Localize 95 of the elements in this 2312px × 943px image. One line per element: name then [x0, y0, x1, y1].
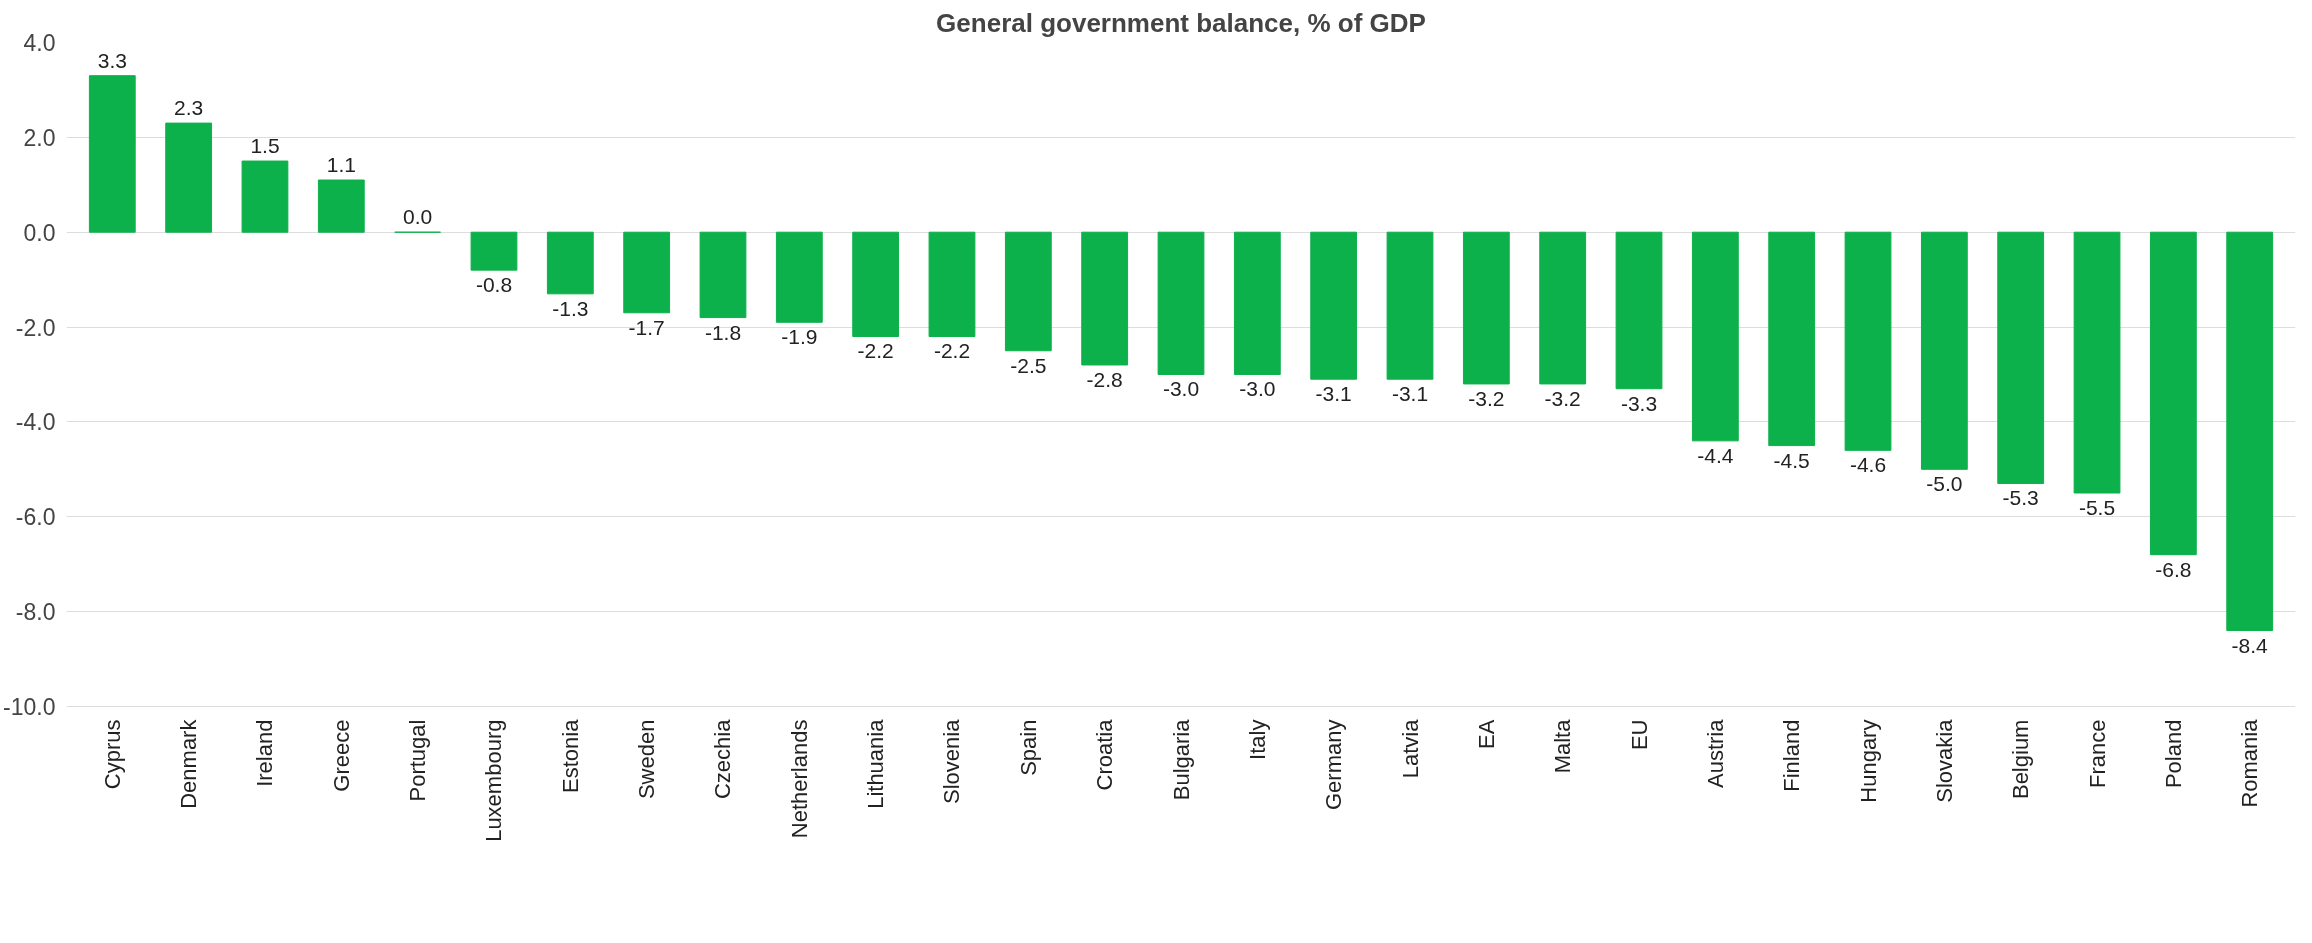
- bar: [1768, 231, 1816, 447]
- bar: [852, 231, 900, 338]
- y-tick-label: -8.0: [15, 599, 56, 626]
- x-tick-label: Denmark: [176, 718, 202, 809]
- x-tick-label: Italy: [1244, 719, 1270, 760]
- y-tick-label: 2.0: [23, 124, 56, 151]
- x-tick-label: Ireland: [252, 719, 278, 787]
- data-label: -4.6: [1849, 453, 1887, 477]
- data-label: -5.0: [1926, 472, 1963, 496]
- data-label: -5.3: [2002, 486, 2039, 510]
- x-tick-label: Bulgaria: [1168, 718, 1194, 801]
- data-label: -2.5: [1010, 353, 1047, 377]
- data-label: -3.2: [1544, 386, 1581, 410]
- bar: [1844, 231, 1892, 451]
- bar: [699, 231, 747, 319]
- bar: [1233, 231, 1281, 375]
- bar: [2226, 231, 2274, 632]
- bar: [1691, 231, 1739, 442]
- data-label: -0.8: [475, 273, 513, 297]
- data-label: -5.5: [2078, 495, 2116, 519]
- x-tick-label: Estonia: [557, 718, 583, 793]
- bar: [928, 231, 976, 338]
- bar: [775, 231, 823, 323]
- x-tick-label: Slovenia: [939, 718, 965, 804]
- y-tick-label: 0.0: [23, 219, 56, 246]
- y-tick-label: -2.0: [15, 314, 56, 341]
- data-label: -1.7: [628, 315, 665, 339]
- bar: [1004, 231, 1052, 352]
- bar: [165, 122, 213, 233]
- chart-title: General government balance, % of GDP: [936, 7, 1426, 38]
- x-tick-label: Lithuania: [863, 718, 889, 809]
- bar: [88, 75, 136, 233]
- data-label: -3.0: [1162, 377, 1200, 401]
- x-tick-label: Luxembourg: [481, 719, 507, 842]
- data-label: 1.1: [326, 153, 356, 177]
- data-label: -3.2: [1468, 386, 1505, 410]
- bar: [470, 231, 518, 271]
- bar: [623, 231, 671, 314]
- bar: [546, 231, 594, 295]
- bar: [317, 179, 365, 233]
- data-label: -3.3: [1620, 391, 1658, 415]
- x-tick-label: Romania: [2237, 718, 2263, 808]
- y-tick-label: 4.0: [23, 30, 56, 56]
- x-tick-label: Malta: [1550, 718, 1576, 774]
- x-tick-label: Czechia: [710, 718, 736, 800]
- x-tick-label: Slovakia: [1931, 718, 1957, 803]
- x-tick-label: Sweden: [634, 719, 660, 800]
- x-tick-label: EA: [1473, 719, 1499, 749]
- x-tick-label: Cyprus: [99, 719, 125, 790]
- data-label: -2.2: [933, 339, 971, 363]
- x-tick-label: Austria: [1702, 718, 1728, 789]
- x-tick-label: Latvia: [1397, 718, 1423, 779]
- x-tick-label: Croatia: [1092, 718, 1118, 791]
- bar: [1081, 231, 1129, 366]
- bar: [2149, 231, 2197, 556]
- x-tick-label: Finland: [1779, 719, 1805, 792]
- data-label: 3.3: [97, 48, 127, 72]
- x-tick-label: EU: [1626, 719, 1652, 751]
- data-label: -4.4: [1697, 443, 1734, 467]
- x-tick-label: Netherlands: [786, 719, 812, 839]
- data-label: -3.1: [1391, 382, 1429, 406]
- data-label: -3.1: [1315, 382, 1352, 406]
- data-label: -1.8: [704, 320, 742, 344]
- data-label: -4.5: [1773, 448, 1810, 472]
- x-tick-label: Spain: [1015, 719, 1041, 776]
- bar: [1615, 231, 1663, 390]
- x-tick-label: France: [2084, 719, 2110, 789]
- bar: [1539, 231, 1587, 385]
- data-label: -2.2: [857, 339, 894, 363]
- data-label: -8.4: [2231, 633, 2269, 657]
- y-tick-label: -4.0: [15, 409, 56, 436]
- y-tick-label: -6.0: [15, 504, 56, 531]
- x-tick-label: Greece: [328, 719, 354, 792]
- bar: [241, 160, 289, 233]
- x-tick-label: Hungary: [1855, 719, 1881, 803]
- data-label: 1.5: [250, 134, 280, 158]
- bar: [1920, 231, 1968, 470]
- bar: [1386, 231, 1434, 380]
- x-tick-label: Germany: [1321, 719, 1347, 811]
- bar: [1157, 231, 1205, 375]
- bar: [1462, 231, 1510, 385]
- data-label: -6.8: [2155, 557, 2192, 581]
- bar: [1997, 231, 2045, 485]
- data-label: -1.3: [552, 296, 589, 320]
- y-tick-label: -10.0: [3, 693, 56, 720]
- data-label: -1.9: [781, 325, 818, 349]
- data-label: -2.8: [1086, 367, 1123, 391]
- x-tick-label: Poland: [2160, 719, 2186, 789]
- x-tick-label: Belgium: [2008, 719, 2034, 800]
- data-label: -3.0: [1239, 377, 1276, 401]
- x-tick-label: Portugal: [405, 719, 431, 802]
- bar: [1310, 231, 1358, 380]
- data-label: 0.0: [403, 205, 433, 229]
- bar: [2073, 231, 2121, 494]
- data-label: 2.3: [174, 96, 204, 120]
